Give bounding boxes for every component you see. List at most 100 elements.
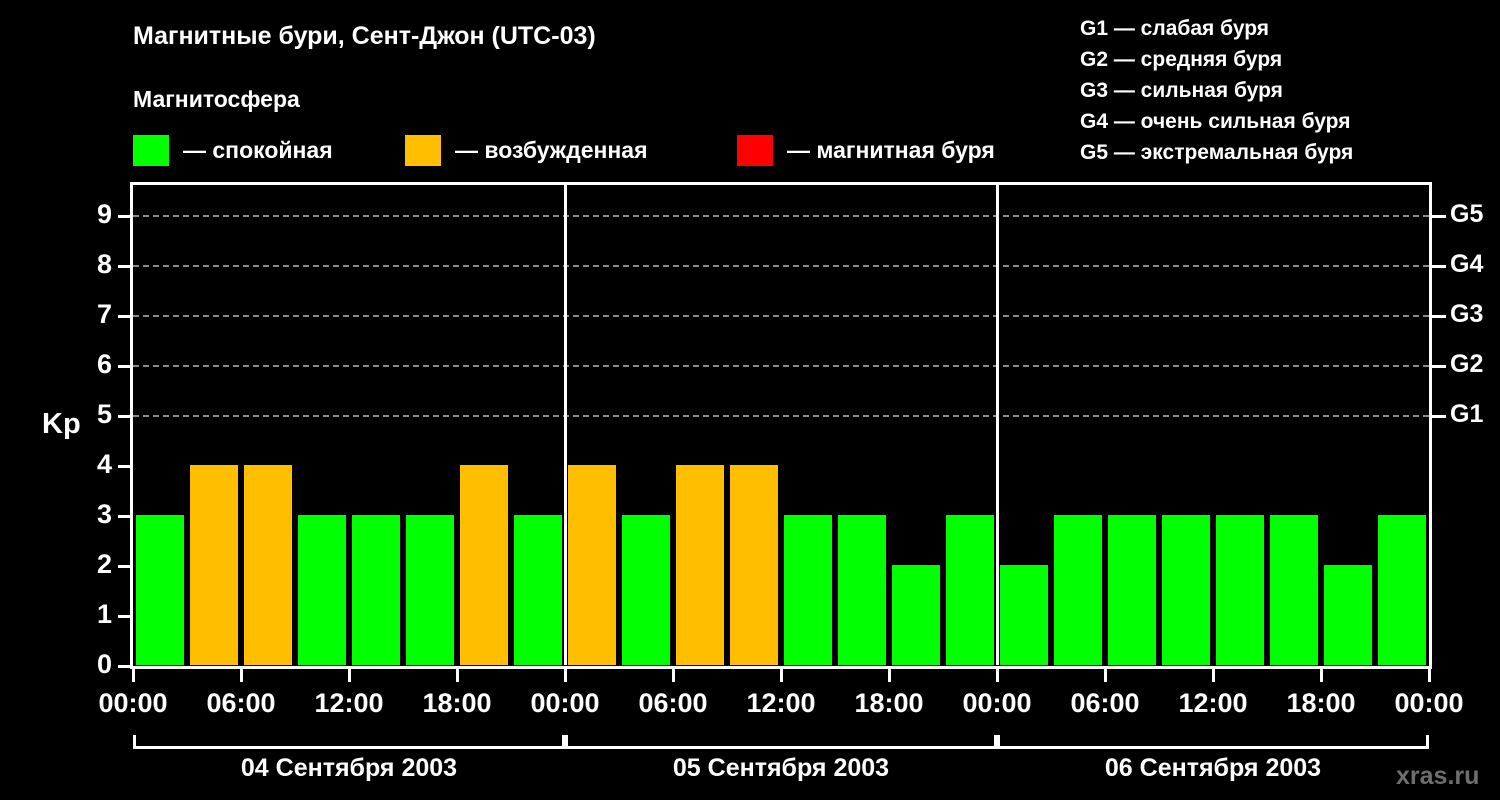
- page-title: Магнитные бури, Сент-Джон (UTC-03): [133, 22, 596, 50]
- x-tick-label: 12:00: [1178, 688, 1248, 718]
- legend-swatch-storm: [737, 134, 773, 166]
- y-tick-label-1: 1: [96, 599, 112, 629]
- y-tick-mark-5: [118, 415, 130, 418]
- x-tick-mark: [996, 669, 999, 682]
- watermark: xras.ru: [1396, 762, 1480, 790]
- y-tick-label-7: 7: [96, 299, 112, 329]
- y-tick-mark-3: [118, 515, 130, 518]
- x-tick-mark: [780, 669, 783, 682]
- bar: [1324, 565, 1372, 665]
- x-tick-label: 00:00: [1394, 688, 1464, 718]
- x-tick-mark: [348, 669, 351, 682]
- y-tick-mark-4: [118, 465, 130, 468]
- legend-swatch-active: [405, 134, 441, 166]
- g-tick-mark-g3: [1432, 315, 1446, 318]
- x-tick-label: 00:00: [962, 688, 1032, 718]
- bar: [406, 515, 454, 665]
- y-tick-label-9: 9: [96, 199, 112, 229]
- x-tick-label: 00:00: [530, 688, 600, 718]
- g-legend-row-g4: G4 — очень сильная буря: [1080, 110, 1351, 133]
- g-tick-mark-g2: [1432, 365, 1446, 368]
- g-tick-label-g2: G2: [1450, 350, 1484, 378]
- bar: [1108, 515, 1156, 665]
- y-tick-label-4: 4: [96, 449, 112, 479]
- plot-area: [133, 185, 1429, 665]
- x-tick-label: 06:00: [638, 688, 708, 718]
- bar: [622, 515, 670, 665]
- legend-item-storm: — магнитная буря: [737, 133, 995, 167]
- g-tick-label-g5: G5: [1450, 200, 1484, 228]
- gridline-kp-5: [133, 415, 1429, 417]
- y-tick-mark-0: [118, 665, 130, 668]
- bar: [568, 465, 616, 665]
- gridline-kp-8: [133, 265, 1429, 267]
- y-tick-label-3: 3: [96, 499, 112, 529]
- bar: [1378, 515, 1426, 665]
- bar: [946, 515, 994, 665]
- bar: [1054, 515, 1102, 665]
- x-tick-mark: [672, 669, 675, 682]
- x-tick-mark: [888, 669, 891, 682]
- x-tick-mark: [1212, 669, 1215, 682]
- magnetosphere-heading: Магнитосфера: [133, 86, 300, 112]
- y-tick-label-2: 2: [96, 549, 112, 579]
- x-tick-label: 06:00: [206, 688, 276, 718]
- y-tick-mark-8: [118, 265, 130, 268]
- g-legend-row-g3: G3 — сильная буря: [1080, 79, 1283, 102]
- date-bracket: [133, 735, 565, 749]
- legend-label-storm: — магнитная буря: [787, 136, 995, 163]
- x-tick-label: 18:00: [854, 688, 924, 718]
- g-tick-label-g1: G1: [1450, 400, 1484, 428]
- x-tick-label: 00:00: [98, 688, 168, 718]
- date-label: 05 Сентября 2003: [672, 754, 890, 782]
- bar: [136, 515, 184, 665]
- bar: [460, 465, 508, 665]
- x-tick-mark: [132, 669, 135, 682]
- x-tick-mark: [564, 669, 567, 682]
- bar: [784, 515, 832, 665]
- bar: [244, 465, 292, 665]
- bar: [514, 515, 562, 665]
- bar: [352, 515, 400, 665]
- g-tick-mark-g4: [1432, 265, 1446, 268]
- y-axis-title: Kp: [42, 408, 81, 440]
- bar: [190, 465, 238, 665]
- x-tick-label: 18:00: [1286, 688, 1356, 718]
- bar: [1000, 565, 1048, 665]
- legend-swatch-calm: [133, 134, 169, 166]
- y-tick-label-8: 8: [96, 249, 112, 279]
- x-axis-line: [130, 666, 1432, 669]
- y-tick-mark-1: [118, 615, 130, 618]
- legend-label-calm: — спокойная: [183, 136, 333, 163]
- y-tick-mark-9: [118, 215, 130, 218]
- legend-item-active: — возбужденная: [405, 133, 648, 167]
- x-tick-label: 12:00: [314, 688, 384, 718]
- g-tick-mark-g1: [1432, 415, 1446, 418]
- y-tick-mark-6: [118, 365, 130, 368]
- g-scale-legend: G1 — слабая буря G2 — средняя буря G3 — си…: [1080, 13, 1353, 168]
- date-label: 06 Сентября 2003: [1104, 754, 1322, 782]
- legend-label-active: — возбужденная: [455, 136, 648, 163]
- y-tick-label-0: 0: [96, 649, 112, 679]
- day-separator: [564, 185, 567, 665]
- date-bracket: [565, 735, 997, 749]
- date-bracket: [997, 735, 1429, 749]
- x-tick-mark: [1428, 669, 1431, 682]
- y-tick-label-5: 5: [96, 399, 112, 429]
- g-legend-row-g2: G2 — средняя буря: [1080, 48, 1283, 71]
- g-tick-label-g4: G4: [1450, 250, 1484, 278]
- x-tick-mark: [240, 669, 243, 682]
- bar: [892, 565, 940, 665]
- day-separator: [996, 185, 999, 665]
- bar: [1270, 515, 1318, 665]
- bar: [1162, 515, 1210, 665]
- x-tick-label: 12:00: [746, 688, 816, 718]
- gridline-kp-9: [133, 215, 1429, 217]
- bar: [676, 465, 724, 665]
- gridline-kp-6: [133, 365, 1429, 367]
- legend-item-calm: — спокойная: [133, 133, 333, 167]
- bar: [730, 465, 778, 665]
- x-tick-mark: [1104, 669, 1107, 682]
- y-tick-mark-2: [118, 565, 130, 568]
